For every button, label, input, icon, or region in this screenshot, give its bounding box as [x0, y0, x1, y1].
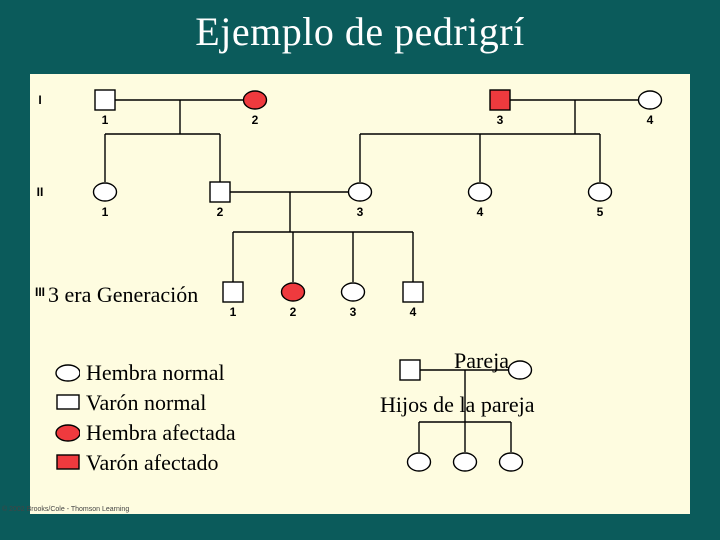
svg-text:I: I: [38, 93, 41, 107]
svg-text:1: 1: [102, 113, 109, 127]
svg-text:II: II: [37, 185, 44, 199]
svg-text:1: 1: [102, 205, 109, 219]
square-normal-icon: [52, 393, 80, 413]
svg-text:III: III: [35, 285, 45, 299]
chart-area: I 1 2 3 4 II 1 2 3 4 5 III 1 2 3 4 3 era Generación Hem…: [30, 74, 690, 514]
legend-item-varon-normal: Varón normal: [52, 390, 206, 416]
svg-text:4: 4: [477, 205, 484, 219]
legend-label: Hembra normal: [86, 360, 225, 386]
square-affected-icon: [52, 453, 80, 473]
svg-text:4: 4: [647, 113, 654, 127]
circle-normal-icon: [52, 363, 80, 383]
svg-text:4: 4: [410, 305, 417, 319]
svg-text:3: 3: [357, 205, 364, 219]
legend-label: Hembra afectada: [86, 420, 236, 446]
legend-item-hembra-afectada: Hembra afectada: [52, 420, 236, 446]
legend-item-varon-afectado: Varón afectado: [52, 450, 219, 476]
pareja-diagram: [370, 350, 570, 490]
svg-text:2: 2: [252, 113, 259, 127]
svg-text:2: 2: [217, 205, 224, 219]
svg-text:2: 2: [290, 305, 297, 319]
circle-affected-icon: [52, 423, 80, 443]
svg-text:5: 5: [597, 205, 604, 219]
page-title: Ejemplo de pedrigrí: [0, 8, 720, 55]
generation-3-label: 3 era Generación: [48, 282, 198, 308]
slide-root: Ejemplo de pedrigrí I 1 2 3 4 II 1 2 3 4 5 III 1 2 3 4 …: [0, 0, 720, 540]
legend-label: Varón afectado: [86, 450, 219, 476]
copyright-text: © 2002 Brooks/Cole - Thomson Learning: [2, 506, 129, 513]
legend-item-hembra-normal: Hembra normal: [52, 360, 225, 386]
svg-text:3: 3: [497, 113, 504, 127]
svg-text:1: 1: [230, 305, 237, 319]
legend-label: Varón normal: [86, 390, 206, 416]
svg-text:3: 3: [350, 305, 357, 319]
